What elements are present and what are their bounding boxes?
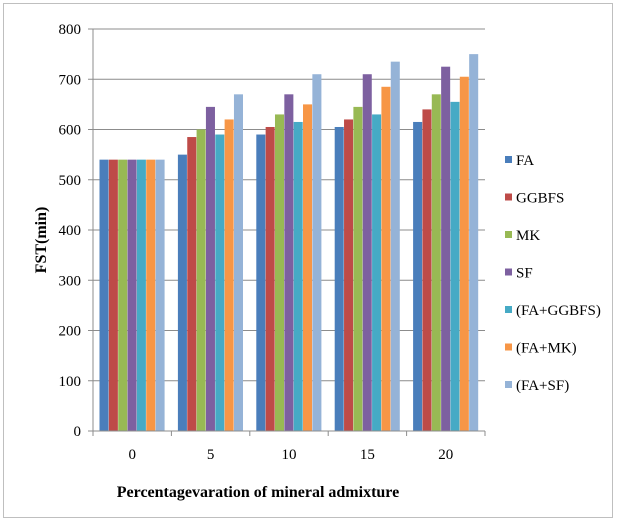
bar-fa-mk-15: [381, 86, 391, 431]
y-tick-label: 300: [59, 273, 82, 289]
legend-label: (FA+MK): [516, 341, 577, 357]
bar-fa-ggbfs-0: [136, 159, 146, 431]
bar-fa-sf-0: [155, 159, 165, 431]
bar-mk-5: [196, 129, 206, 431]
bars: [99, 54, 479, 432]
x-tick-labels: 0 5 10 15 20: [128, 447, 453, 463]
x-tick-label: 15: [360, 447, 375, 463]
legend-label: (FA+GGBFS): [516, 303, 601, 319]
bar-ggbfs-0: [108, 159, 118, 431]
bar-fa-ggbfs-10: [293, 121, 303, 432]
bar-mk-10: [274, 114, 285, 432]
bar-fa-mk-0: [146, 159, 156, 431]
bar-ggbfs-10: [265, 126, 275, 432]
bar-ggbfs-15: [344, 119, 354, 431]
legend-swatch: [505, 231, 512, 238]
x-tick-label: 10: [282, 447, 297, 463]
bar-mk-15: [353, 106, 363, 431]
legend-label: MK: [516, 228, 540, 244]
y-tick-label: 800: [59, 22, 82, 38]
bar-sf-15: [362, 74, 372, 431]
legend-label: GGBFS: [516, 191, 564, 207]
legend-swatch: [505, 268, 512, 276]
legend-label: (FA+SF): [516, 378, 569, 394]
bar-fa-0: [99, 159, 109, 431]
bar-fa-mk-20: [459, 76, 469, 432]
bar-fa-20: [413, 121, 423, 432]
legend: FA GGBFS MK SF (FA+GGBFS) (FA+MK) (FA+SF): [505, 153, 601, 394]
bar-fa-ggbfs-20: [450, 101, 460, 432]
bar-fa-sf-15: [390, 61, 400, 431]
y-tick-label: 600: [59, 123, 82, 139]
x-axis-label: Percentagevaration of mineral admixture: [117, 484, 399, 501]
bar-fa-5: [177, 154, 187, 432]
bar-fa-sf-10: [312, 74, 322, 431]
x-tick-label: 5: [207, 447, 215, 463]
y-tick-label: 200: [59, 324, 82, 340]
legend-swatch: [505, 156, 512, 163]
legend-swatch: [505, 193, 512, 201]
bar-fa-sf-20: [469, 54, 479, 432]
y-axis-label: FST(min): [33, 207, 50, 274]
x-tick-label: 0: [128, 447, 136, 463]
legend-label: FA: [516, 153, 534, 169]
bar-mk-0: [118, 159, 128, 431]
axes: [92, 29, 486, 436]
bar-fa-ggbfs-5: [215, 134, 225, 431]
bar-sf-10: [284, 94, 294, 431]
bar-sf-5: [205, 106, 215, 431]
y-tick-label: 100: [59, 374, 82, 390]
bar-fa-mk-5: [224, 119, 234, 431]
legend-label: SF: [516, 266, 533, 282]
legend-swatch: [505, 306, 512, 313]
bar-fa-mk-10: [303, 104, 313, 432]
legend-swatch: [505, 343, 512, 351]
bar-fa-ggbfs-15: [372, 114, 382, 432]
y-tick-label: 700: [59, 72, 82, 88]
bar-fa-10: [256, 134, 266, 431]
bar-fa-15: [334, 126, 344, 432]
y-tick-labels: 0 100 200 300 400 500 600 700 800: [59, 22, 82, 440]
bar-fa-sf-5: [233, 94, 243, 431]
y-tick-label: 400: [59, 223, 82, 239]
y-tick-label: 0: [74, 424, 82, 440]
legend-swatch: [505, 381, 512, 388]
bar-sf-20: [441, 66, 451, 431]
bar-sf-0: [127, 159, 137, 431]
y-tick-label: 500: [59, 173, 82, 189]
x-tick-label: 20: [438, 447, 453, 463]
bar-ggbfs-5: [187, 137, 197, 432]
bar-ggbfs-20: [422, 109, 432, 432]
bar-mk-20: [431, 94, 441, 431]
